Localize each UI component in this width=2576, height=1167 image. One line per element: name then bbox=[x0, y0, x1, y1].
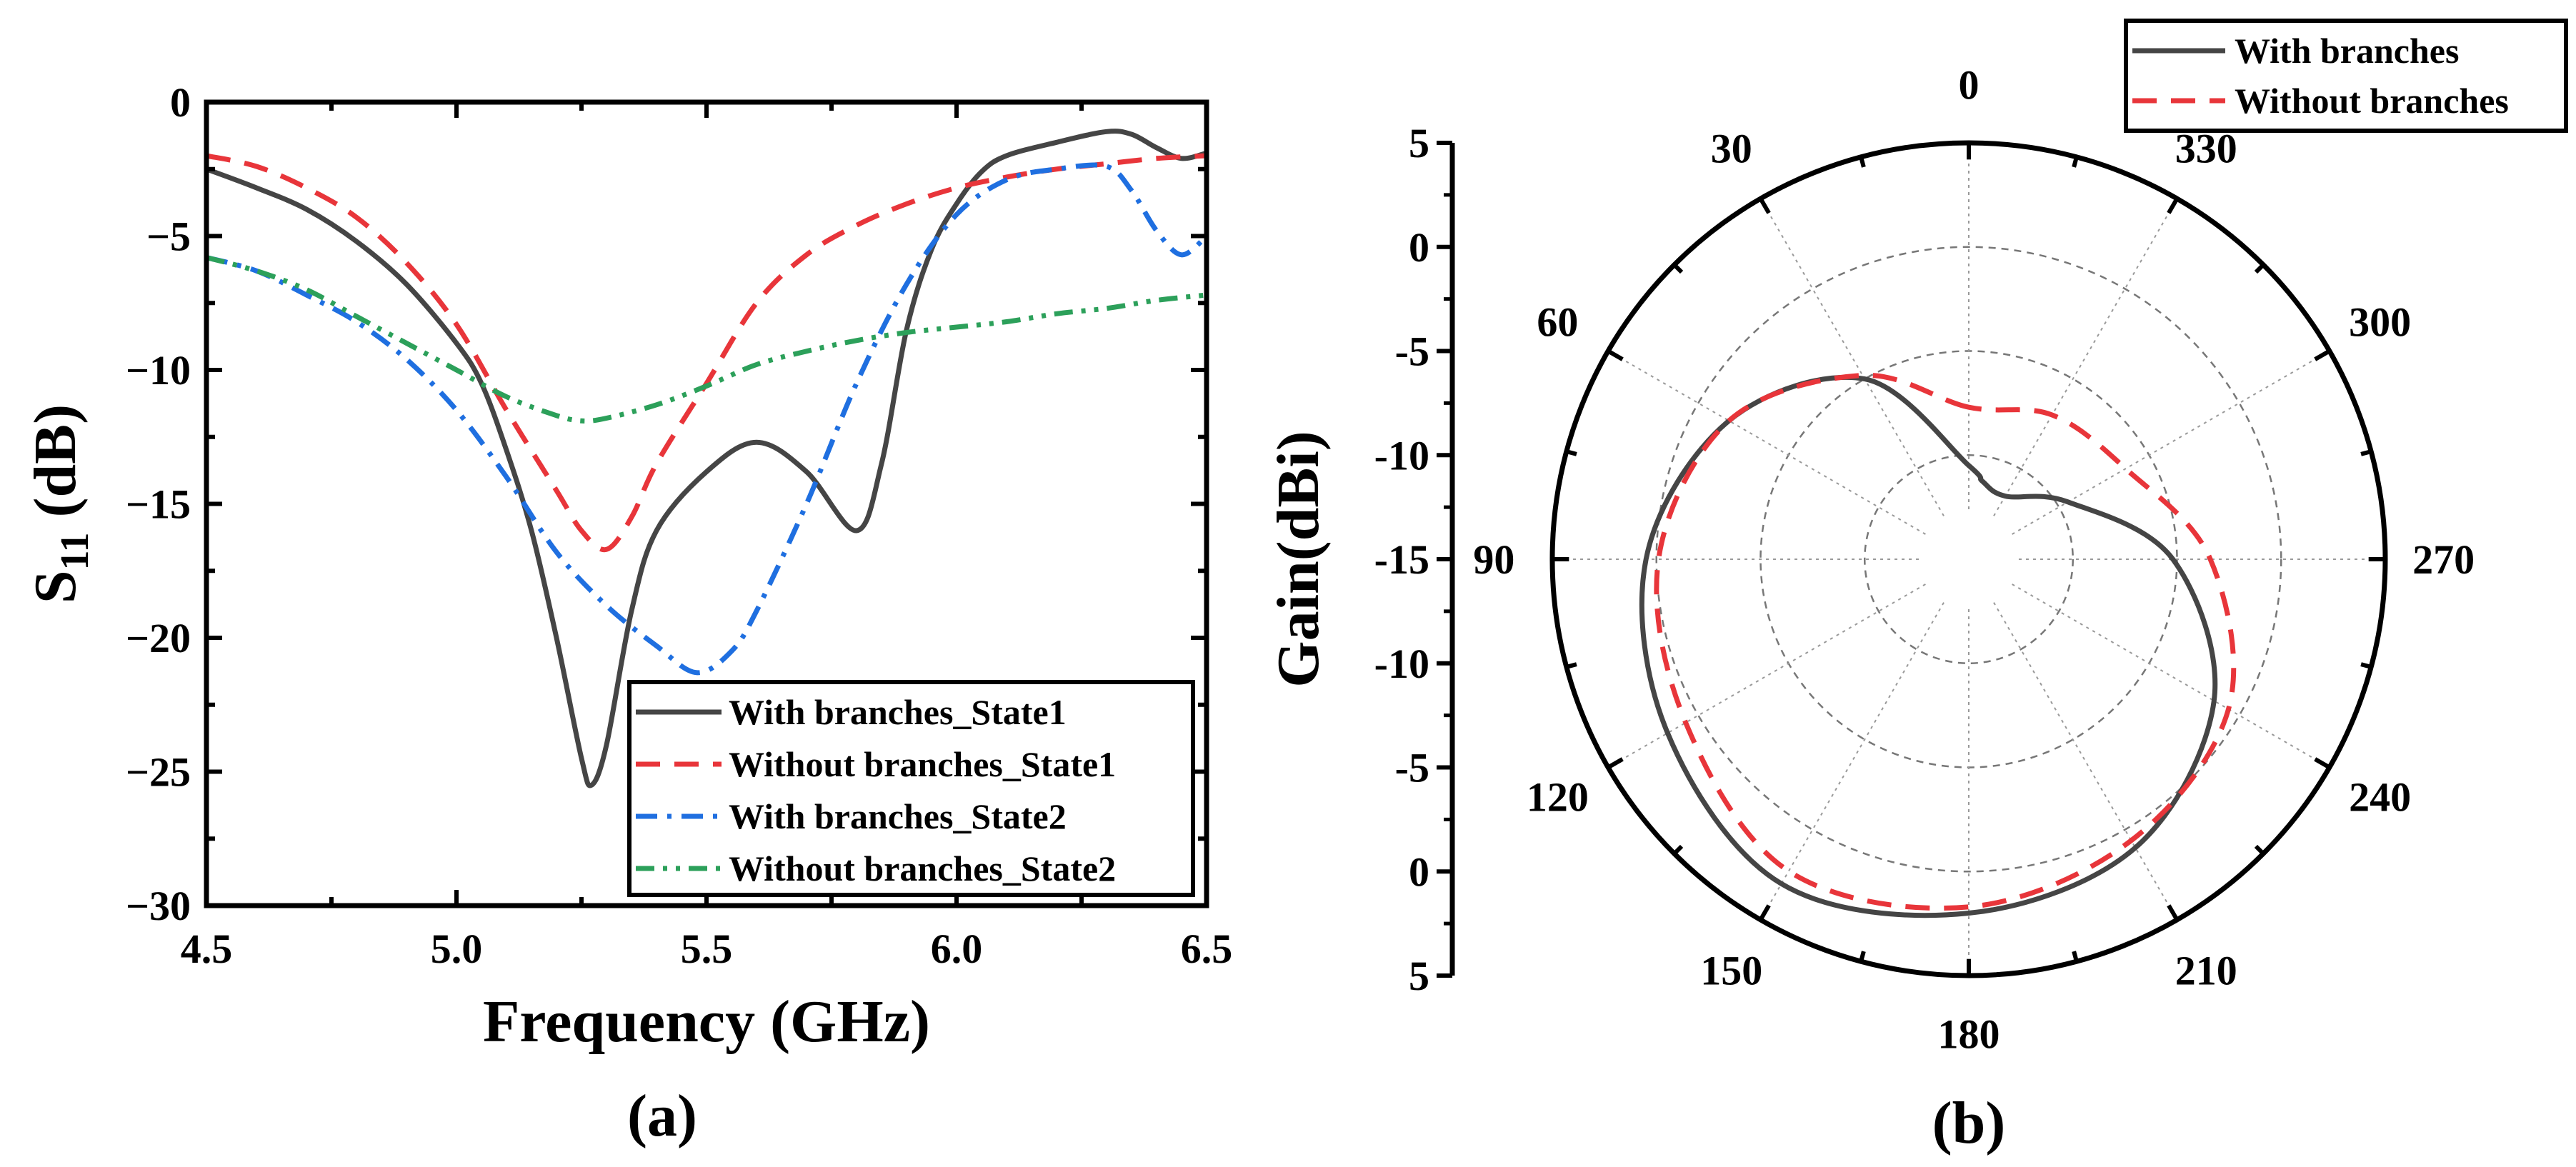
angle-tick-label: 150 bbox=[1700, 948, 1762, 994]
grid-ring bbox=[1655, 246, 2282, 873]
series-line-0 bbox=[206, 129, 1207, 788]
angle-tick-label: 180 bbox=[1938, 1011, 2000, 1058]
angle-tick-label: 270 bbox=[2412, 536, 2475, 583]
angle-tick bbox=[1566, 662, 1577, 669]
x-tick-label: 5.0 bbox=[431, 926, 483, 972]
grid-spoke bbox=[1607, 350, 1926, 535]
angle-tick bbox=[1566, 449, 1577, 456]
angle-tick bbox=[2360, 449, 2372, 456]
panel-label-b: (b) bbox=[1932, 1090, 2006, 1156]
radial-tick-label: -5 bbox=[1395, 745, 1429, 791]
legend-box bbox=[627, 680, 1195, 897]
gain-polar-chart: 0 30 60 90 120 150 180 210 240 270 300 330 5 0 -5 -10 -1… bbox=[1265, 19, 2568, 1156]
angle-tick bbox=[2167, 904, 2180, 921]
radial-tick-label: 5 bbox=[1409, 120, 1429, 166]
x-tick-label: 6.0 bbox=[931, 926, 983, 972]
angle-tick bbox=[2072, 951, 2079, 962]
radial-tick-label: -15 bbox=[1374, 536, 1429, 583]
angle-tick-label: 300 bbox=[2349, 299, 2411, 346]
y-axis-title-unit: (dB) bbox=[22, 404, 89, 533]
angle-tick bbox=[2254, 263, 2265, 274]
series-line-1 bbox=[206, 153, 1207, 553]
angle-tick-label: 30 bbox=[1711, 125, 1752, 171]
x-axis-title: Frequency (GHz) bbox=[483, 988, 930, 1055]
grid-ring bbox=[1759, 350, 2178, 768]
y-tick-label: 0 bbox=[170, 79, 191, 126]
angle-tick bbox=[2314, 757, 2331, 770]
angle-tick bbox=[2167, 197, 2180, 214]
radial-tick-label: 5 bbox=[1409, 953, 1429, 999]
legend-label-0: With branches_State1 bbox=[729, 692, 1067, 732]
angle-tick bbox=[1672, 844, 1684, 856]
angle-tick-label: 0 bbox=[1959, 61, 1980, 108]
polar-series-0 bbox=[1639, 374, 2218, 918]
legend-label-3: Without branches_State2 bbox=[729, 848, 1116, 888]
y-tick-label: −10 bbox=[126, 347, 191, 394]
y-tick-label: −20 bbox=[126, 615, 191, 661]
polar-series-1 bbox=[1654, 372, 2237, 911]
angle-tick bbox=[2314, 349, 2331, 361]
angle-tick bbox=[2360, 662, 2372, 669]
angle-tick bbox=[2254, 844, 2265, 856]
x-tick-label: 5.5 bbox=[681, 926, 733, 972]
angle-tick bbox=[1758, 197, 1771, 214]
angle-tick bbox=[1607, 757, 1624, 770]
y-axis-title: S11 (dB) bbox=[22, 404, 97, 603]
series-line-2 bbox=[206, 162, 1207, 676]
legend-label-2: With branches_State2 bbox=[729, 796, 1067, 836]
legend-box bbox=[2124, 19, 2568, 133]
radial-tick-label: -10 bbox=[1374, 641, 1429, 687]
radial-axis-title: Gain(dBi) bbox=[1265, 431, 1332, 687]
radial-tick-label: -10 bbox=[1374, 432, 1429, 479]
angle-tick-label: 330 bbox=[2175, 125, 2237, 171]
legend-label-0: With branches bbox=[2235, 31, 2459, 71]
angle-tick bbox=[1672, 263, 1684, 274]
angle-tick-label: 90 bbox=[1473, 536, 1514, 583]
radial-tick-label: 0 bbox=[1409, 224, 1429, 271]
y-tick-label: −25 bbox=[126, 749, 191, 796]
y-axis-title-sub: 11 bbox=[53, 533, 97, 571]
y-tick-label: −15 bbox=[126, 481, 191, 528]
legend-label-1: Without branches bbox=[2235, 81, 2509, 121]
y-axis-title-main: S bbox=[22, 570, 89, 603]
y-tick-label: −5 bbox=[146, 214, 191, 260]
angle-tick-label: 210 bbox=[2175, 948, 2237, 994]
legend-label-1: Without branches_State1 bbox=[729, 744, 1116, 784]
radial-tick-label: 0 bbox=[1409, 848, 1429, 895]
x-tick-label: 6.5 bbox=[1181, 926, 1233, 972]
legend-a: With branches_State1 Without branches_Sta… bbox=[627, 680, 1195, 897]
legend-b: With branches Without branches bbox=[2124, 19, 2568, 133]
grid-ring bbox=[1864, 454, 2074, 664]
angle-tick bbox=[1758, 904, 1771, 921]
angle-tick bbox=[1859, 951, 1866, 962]
angle-tick bbox=[2072, 156, 2079, 168]
angle-tick bbox=[1859, 156, 1866, 168]
x-tick-label: 4.5 bbox=[181, 926, 233, 972]
y-tick-label: −30 bbox=[126, 883, 191, 929]
panel-label-a: (a) bbox=[627, 1083, 697, 1149]
series-line-3 bbox=[206, 255, 1207, 424]
s11-chart: 4.5 5.0 5.5 6.0 6.5 0 −5 −10 −15 −20 −25 −30 Frequen… bbox=[22, 79, 1232, 1149]
angle-tick bbox=[1607, 349, 1624, 361]
angle-tick-label: 60 bbox=[1537, 299, 1578, 346]
angle-tick-label: 240 bbox=[2349, 773, 2411, 820]
angle-tick-label: 120 bbox=[1527, 773, 1589, 820]
radial-tick-label: -5 bbox=[1395, 329, 1429, 375]
